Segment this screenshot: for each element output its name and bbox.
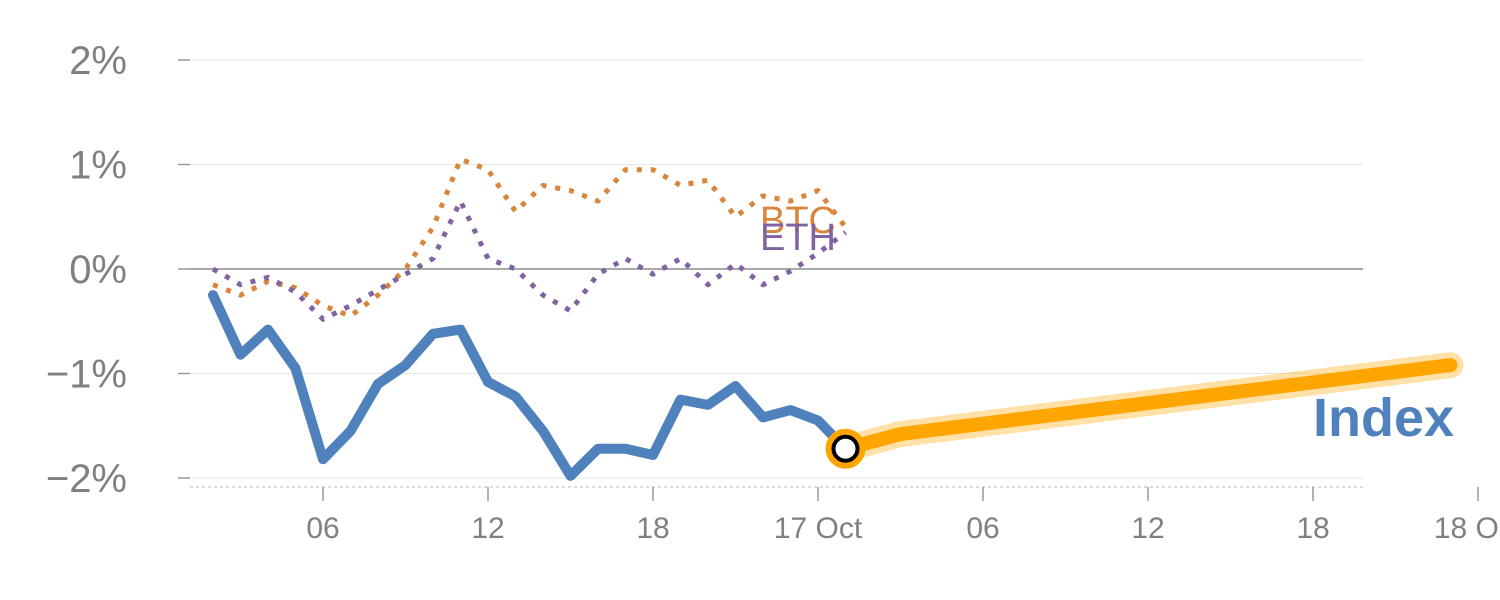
- x-tick-label: 18: [1296, 512, 1329, 545]
- x-tick-label: 17 Oct: [774, 512, 863, 545]
- x-tick-label: 12: [1131, 512, 1164, 545]
- series-line-btc: [212, 156, 848, 319]
- series-label-btc: BTC: [760, 200, 836, 242]
- y-tick-label: −2%: [46, 457, 127, 501]
- x-tick-label: 18 Oct: [1434, 512, 1500, 545]
- y-tick-label: 1%: [69, 144, 127, 188]
- series-line-eth: [211, 198, 848, 322]
- x-tick-label: 12: [471, 512, 504, 545]
- x-tick-label: 18: [636, 512, 669, 545]
- y-axis-ticks: 2% 1% 0% −1% −2%: [46, 39, 190, 501]
- x-tick-label: 06: [966, 512, 999, 545]
- series-line-index: [208, 290, 851, 481]
- y-tick-label: −1%: [46, 353, 127, 397]
- series-lines: [208, 156, 1464, 481]
- y-tick-label: 0%: [69, 248, 127, 292]
- series-label-eth: ETH: [760, 217, 836, 259]
- x-axis-ticks: 06 12 18 17 Oct 06 12 18 18 Oct: [190, 486, 1500, 545]
- x-tick-label: 06: [306, 512, 339, 545]
- series-label-index: Index: [1313, 388, 1454, 448]
- y-tick-label: 2%: [69, 39, 127, 83]
- marker-point: [831, 434, 860, 463]
